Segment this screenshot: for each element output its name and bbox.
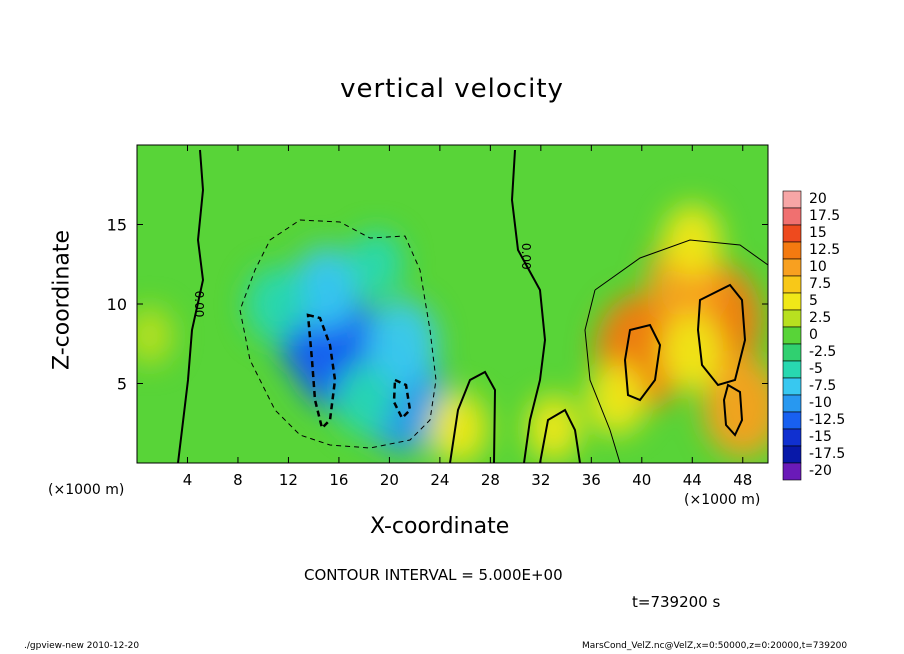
colorbar-label-15: -17.5 <box>809 446 845 462</box>
x-tick-label-3: 16 <box>329 471 348 489</box>
contour-labels: 0.00 0.00 <box>192 243 533 317</box>
field-cell-7 <box>335 363 394 436</box>
colorbar-label-0: 20 <box>809 191 827 207</box>
contour-label-1: 0.00 <box>519 243 533 270</box>
colorbar-swatch-8 <box>782 326 802 345</box>
contour-interval-label: CONTOUR INTERVAL = 5.000E+00 <box>304 566 563 584</box>
colorbar-swatch-10 <box>782 360 802 379</box>
velocity-field <box>137 204 768 463</box>
colorbar-swatch-15 <box>782 445 802 464</box>
x-tick-label-9: 40 <box>632 471 651 489</box>
time-label: t=739200 s <box>632 593 721 611</box>
field-cell-4 <box>366 299 438 389</box>
colorbar-label-14: -15 <box>809 429 832 445</box>
x-tick-label-5: 24 <box>430 471 449 489</box>
colorbar-swatch-6 <box>782 292 802 311</box>
colorbar-label-13: -12.5 <box>809 412 845 428</box>
chart-title: vertical velocity <box>340 74 564 104</box>
field-cell-16 <box>526 394 581 462</box>
y-tick-label-2: 15 <box>107 216 127 235</box>
x-axis-ticks: 4 8 12 16 20 24 28 32 36 40 44 48 <box>183 145 752 489</box>
field-cell-3 <box>292 246 360 330</box>
colorbar-swatch-12 <box>782 394 802 413</box>
x-unit-label-left: (×1000 m) <box>48 482 125 498</box>
x-unit-label-right: (×1000 m) <box>684 492 761 508</box>
x-tick-label-0: 4 <box>183 471 193 489</box>
colorbar-swatch-14 <box>782 428 802 447</box>
field-cell-6 <box>349 231 404 298</box>
colorbar-label-7: 2.5 <box>809 310 831 326</box>
colorbar: 2017.51512.5107.552.50-2.5-5-7.5-10-12.5… <box>782 190 845 481</box>
y-axis-ticks: 5 10 15 <box>107 216 768 394</box>
x-tick-label-1: 8 <box>233 471 243 489</box>
colorbar-label-1: 17.5 <box>809 208 840 224</box>
colorbar-swatch-7 <box>782 309 802 328</box>
x-tick-label-11: 48 <box>733 471 752 489</box>
y-axis-label: Z-coordinate <box>49 230 75 370</box>
x-tick-label-8: 36 <box>582 471 601 489</box>
colorbar-label-12: -10 <box>809 395 832 411</box>
colorbar-label-3: 12.5 <box>809 242 840 258</box>
x-tick-label-7: 32 <box>531 471 550 489</box>
field-cell-14 <box>587 363 646 436</box>
colorbar-label-4: 10 <box>809 259 827 275</box>
colorbar-swatch-3 <box>782 241 802 260</box>
colorbar-label-6: 5 <box>809 293 818 309</box>
colorbar-swatch-13 <box>782 411 802 430</box>
field-cell-5 <box>245 266 306 342</box>
x-tick-label-6: 28 <box>481 471 500 489</box>
contour-lines <box>177 149 768 463</box>
colorbar-swatch-0 <box>782 190 802 209</box>
y-tick-label-0: 5 <box>117 375 127 394</box>
colorbar-label-8: 0 <box>809 327 818 343</box>
y-tick-label-1: 10 <box>107 295 127 314</box>
x-tick-label-2: 12 <box>279 471 298 489</box>
colorbar-label-16: -20 <box>809 463 832 479</box>
colorbar-label-11: -7.5 <box>809 378 836 394</box>
colorbar-swatch-2 <box>782 224 802 243</box>
colorbar-swatch-5 <box>782 275 802 294</box>
x-tick-label-10: 44 <box>683 471 702 489</box>
colorbar-swatch-9 <box>782 343 802 362</box>
colorbar-swatch-4 <box>782 258 802 277</box>
x-axis-label: X-coordinate <box>370 514 510 539</box>
field-cell-17 <box>137 306 174 365</box>
colorbar-swatch-1 <box>782 207 802 226</box>
x-tick-label-4: 20 <box>380 471 399 489</box>
colorbar-label-5: 7.5 <box>809 276 831 292</box>
colorbar-label-2: 15 <box>809 225 827 241</box>
footer-source: MarsCond_VelZ.nc@VelZ,x=0:50000,z=0:2000… <box>582 641 848 651</box>
colorbar-swatch-16 <box>782 462 802 481</box>
field-cell-10 <box>702 357 768 458</box>
contour-label-0: 0.00 <box>192 291 206 318</box>
colorbar-swatch-11 <box>782 377 802 396</box>
colorbar-label-10: -5 <box>809 361 823 377</box>
field-cell-15 <box>429 392 488 463</box>
colorbar-label-9: -2.5 <box>809 344 836 360</box>
footer-command: ./gpview-new 2010-12-20 <box>24 641 140 651</box>
